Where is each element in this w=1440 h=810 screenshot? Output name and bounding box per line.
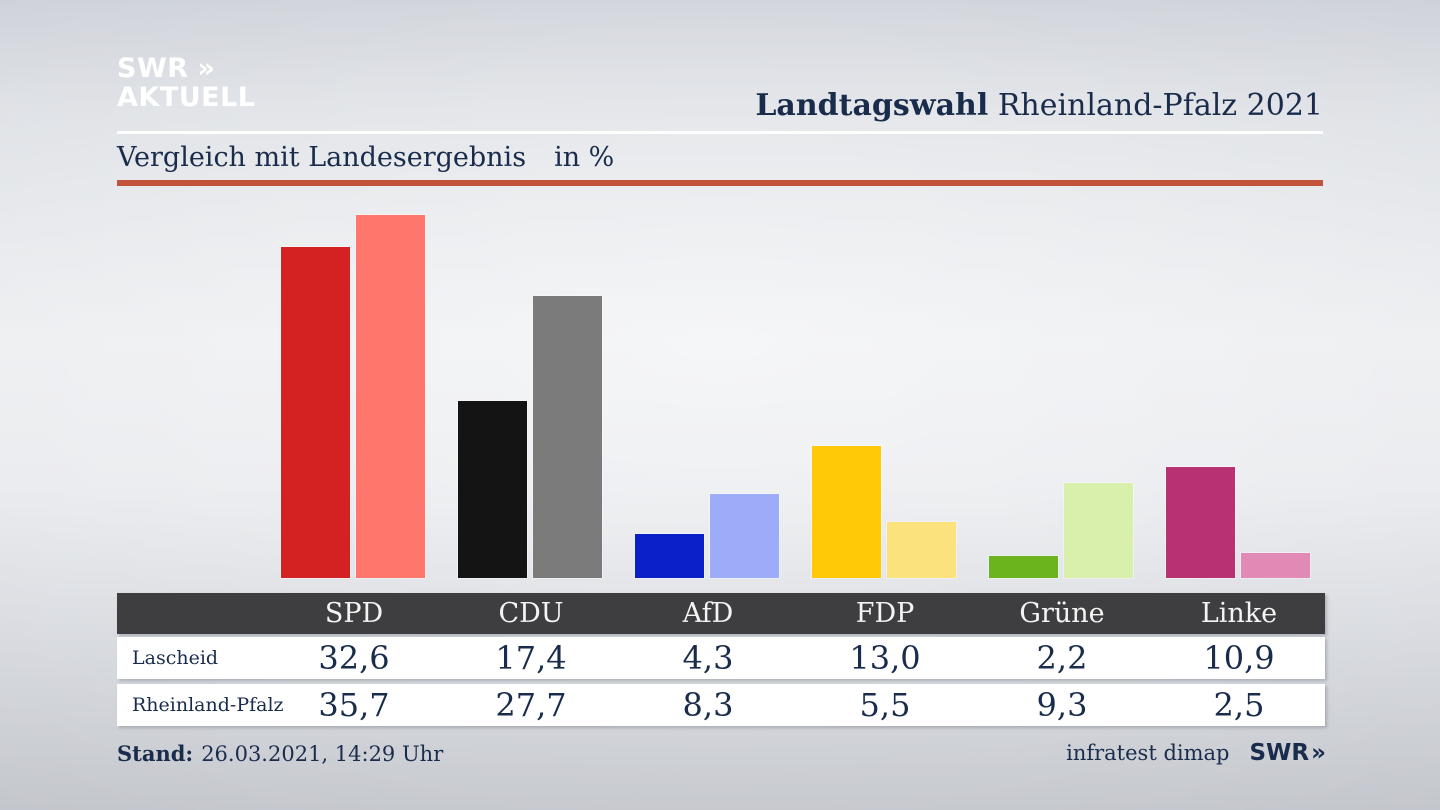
value-rheinland-pfalz-fdp: 5,5 — [859, 686, 911, 724]
party-header-afd: AfD — [682, 598, 734, 629]
party-header-fdp: FDP — [855, 598, 915, 629]
bar-rheinland-pfalz-afd — [710, 494, 779, 578]
bar-lascheid-afd — [635, 534, 704, 578]
value-lascheid-afd: 4,3 — [682, 639, 734, 677]
table-header-row: SPD CDU AfD FDP Grüne Linke — [117, 593, 1325, 634]
stand-label: Stand: — [117, 741, 194, 766]
chart-subtitle: Vergleich mit Landesergebnis in % — [117, 142, 614, 173]
value-rheinland-pfalz-grüne: 9,3 — [1036, 686, 1088, 724]
table-row-0: Lascheid 32,6 17,4 4,3 13,0 2,2 10,9 — [117, 637, 1325, 679]
double-chevron-icon: » — [1311, 740, 1326, 766]
subtitle-text: Vergleich mit Landesergebnis — [117, 142, 527, 173]
bar-rheinland-pfalz-spd — [356, 215, 425, 578]
title-rest: Rheinland-Pfalz 2021 — [988, 88, 1323, 123]
timestamp: Stand: 26.03.2021, 14:29 Uhr — [117, 741, 443, 766]
party-header-cdu: CDU — [498, 598, 564, 629]
title-bold: Landtagswahl — [755, 88, 989, 123]
bar-lascheid-fdp — [812, 446, 881, 578]
party-header-spd: SPD — [324, 598, 384, 629]
swr-logo-small: SWR» — [1249, 740, 1326, 766]
bar-rheinland-pfalz-grüne — [1064, 483, 1133, 578]
swr-aktuell-logo: SWR» AKTUELL — [117, 54, 256, 112]
double-chevron-icon: » — [197, 53, 216, 84]
credits: infratest dimap SWR» — [1066, 740, 1326, 766]
value-rheinland-pfalz-cdu: 27,7 — [495, 686, 567, 724]
value-lascheid-cdu: 17,4 — [495, 639, 567, 677]
value-lascheid-fdp: 13,0 — [849, 639, 921, 677]
bar-lascheid-linke — [1166, 467, 1235, 578]
row-label-lascheid: Lascheid — [132, 647, 219, 669]
party-header-linke: Linke — [1200, 598, 1278, 629]
value-rheinland-pfalz-afd: 8,3 — [682, 686, 734, 724]
stand-value: 26.03.2021, 14:29 Uhr — [201, 742, 444, 766]
subtitle-unit: in % — [554, 142, 615, 173]
bar-rheinland-pfalz-linke — [1241, 553, 1310, 578]
value-lascheid-spd: 32,6 — [318, 639, 390, 677]
table-row-1: Rheinland-Pfalz 35,7 27,7 8,3 5,5 9,3 2,5 — [117, 684, 1325, 726]
page-title: Landtagswahl Rheinland-Pfalz 2021 — [755, 88, 1323, 123]
logo-line1: SWR» — [117, 53, 216, 84]
value-lascheid-linke: 10,9 — [1203, 639, 1275, 677]
bar-lascheid-spd — [281, 247, 350, 578]
header-divider-line — [117, 131, 1323, 134]
source-credit: infratest dimap — [1066, 741, 1230, 765]
bar-rheinland-pfalz-cdu — [533, 296, 602, 578]
value-lascheid-grüne: 2,2 — [1036, 639, 1088, 677]
logo-line2: AKTUELL — [117, 82, 256, 113]
row-label-rheinland-pfalz: Rheinland-Pfalz — [132, 694, 284, 716]
bar-lascheid-grüne — [989, 556, 1058, 578]
value-rheinland-pfalz-linke: 2,5 — [1213, 686, 1265, 724]
value-rheinland-pfalz-spd: 35,7 — [318, 686, 390, 724]
party-header-grüne: Grüne — [1019, 598, 1105, 629]
bar-chart — [117, 213, 1325, 578]
bar-rheinland-pfalz-fdp — [887, 522, 956, 578]
bar-lascheid-cdu — [458, 401, 527, 578]
red-accent-line — [117, 180, 1323, 186]
